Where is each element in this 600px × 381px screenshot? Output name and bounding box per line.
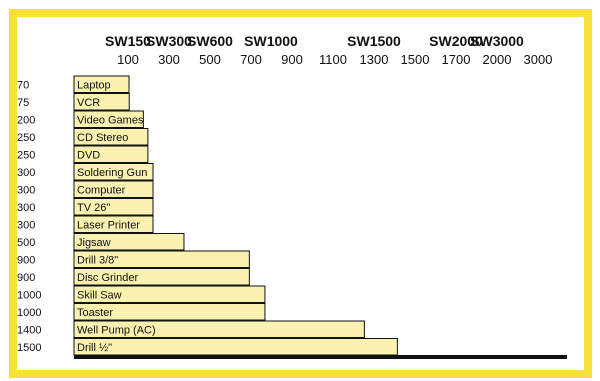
- model-label: SW150: [105, 33, 151, 49]
- bar: [73, 110, 144, 128]
- bar-value-label: 1000: [17, 290, 41, 302]
- bar-value-label: 300: [17, 220, 35, 232]
- bar: [73, 215, 154, 233]
- bar: [73, 320, 365, 338]
- bar: [73, 250, 250, 268]
- x-tick-label: 500: [199, 52, 221, 67]
- bar: [73, 338, 398, 356]
- bar-category-label: VCR: [77, 97, 100, 109]
- bar: [73, 145, 149, 163]
- bar-value-label: 250: [17, 132, 35, 144]
- bar: [73, 163, 154, 181]
- bar-category-label: Laptop: [77, 80, 111, 92]
- bar-category-label: Disc Grinder: [77, 272, 138, 284]
- x-tick-label: 100: [117, 52, 139, 67]
- model-label: SW1500: [347, 33, 401, 49]
- bar: [73, 303, 266, 321]
- model-label: SW1000: [244, 33, 298, 49]
- bar-value-label: 70: [17, 80, 29, 92]
- bar-value-label: 200: [17, 115, 35, 127]
- bar-value-label: 1000: [17, 307, 41, 319]
- model-label: SW3000: [470, 33, 524, 49]
- bar: [73, 180, 154, 198]
- bar-category-label: Computer: [77, 185, 126, 197]
- model-label: SW2000: [429, 33, 483, 49]
- bar-value-label: 1500: [17, 342, 41, 354]
- x-tick-label: 1500: [401, 52, 430, 67]
- model-label: SW600: [187, 33, 233, 49]
- bar-category-label: Drill ½": [77, 342, 112, 354]
- bar-category-label: DVD: [77, 150, 100, 162]
- bar: [73, 93, 130, 111]
- bar-value-label: 500: [17, 237, 35, 249]
- bar-value-label: 900: [17, 272, 35, 284]
- bar-category-label: Well Pump (AC): [77, 325, 156, 337]
- bar: [73, 198, 154, 216]
- bar: [73, 268, 250, 286]
- x-tick-label: 2000: [483, 52, 512, 67]
- bar-category-label: Skill Saw: [77, 290, 122, 302]
- bar-value-label: 250: [17, 150, 35, 162]
- bar: [73, 128, 149, 146]
- bar-value-label: 75: [17, 97, 29, 109]
- x-tick-label: 1100: [319, 52, 347, 67]
- bar-category-label: Soldering Gun: [77, 167, 147, 179]
- bar-value-label: 300: [17, 202, 35, 214]
- x-tick-label: 900: [281, 52, 303, 67]
- bar-category-label: Jigsaw: [77, 237, 111, 249]
- bar-value-label: 300: [17, 167, 35, 179]
- x-tick-label: 700: [240, 52, 262, 67]
- bar-category-label: Laser Printer: [77, 220, 140, 232]
- bar-value-label: 1400: [17, 325, 41, 337]
- x-tick-label: 1700: [442, 52, 471, 67]
- bar-category-label: CD Stereo: [77, 132, 128, 144]
- x-tick-label: 300: [158, 52, 180, 67]
- bar-value-label: 300: [17, 185, 35, 197]
- model-label: SW300: [146, 33, 192, 49]
- bar: [73, 75, 130, 93]
- bar: [73, 233, 185, 251]
- bar-value-label: 900: [17, 255, 35, 267]
- bar: [73, 285, 266, 303]
- bar-category-label: Toaster: [77, 307, 113, 319]
- bar-category-label: Video Games: [77, 115, 144, 127]
- x-tick-label: 1300: [360, 52, 389, 67]
- x-tick-label: 3000: [524, 52, 553, 67]
- bar-category-label: Drill 3/8": [77, 255, 118, 267]
- bar-category-label: TV 26": [77, 202, 110, 214]
